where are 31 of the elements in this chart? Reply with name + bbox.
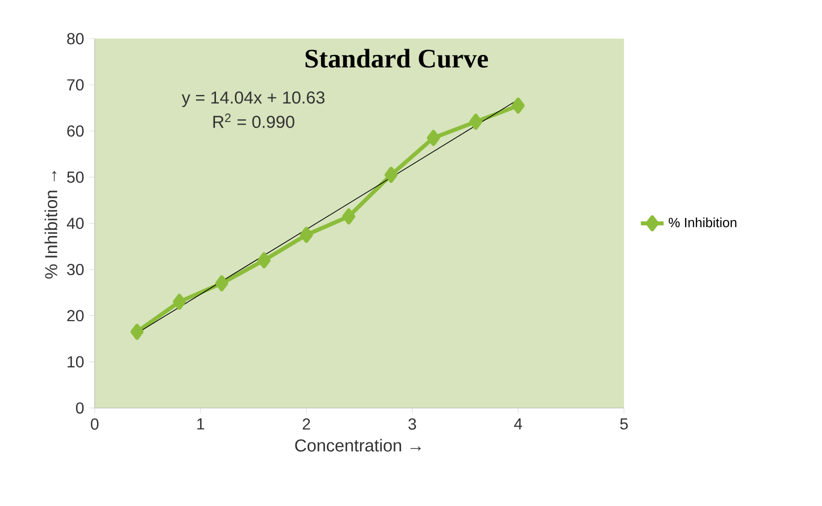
point	[215, 275, 228, 292]
x-tick-label: 1	[197, 418, 204, 430]
y-tick-label: 0	[76, 402, 84, 414]
x-tick-label: 4	[514, 418, 522, 430]
point	[172, 294, 186, 310]
point	[130, 324, 144, 340]
point	[426, 130, 440, 146]
x-tick-label: 0	[90, 418, 99, 430]
point	[512, 98, 525, 114]
y-tick-label: 20	[67, 310, 84, 322]
point	[469, 114, 482, 130]
y-tick-label: 70	[67, 79, 84, 90]
y-tick-label: 60	[67, 125, 84, 137]
point	[342, 208, 356, 224]
legend-label: % Inhibition	[668, 218, 736, 228]
point	[258, 252, 271, 268]
y-tick-label: 10	[68, 356, 84, 368]
x-tick-label: 3	[408, 418, 416, 430]
point	[384, 166, 398, 183]
annotation: R$^{2}$ = 0.990	[213, 114, 294, 128]
x-tick-label: 5	[620, 418, 628, 430]
y-tick-label: 80	[67, 33, 84, 44]
x-tick-label: 2	[302, 418, 310, 430]
y-tick-label: 30	[67, 264, 84, 276]
x-axis-title: Concentration →	[295, 438, 421, 452]
chart-title: Standard Curve	[306, 48, 488, 68]
y-tick-label: 50	[67, 172, 84, 183]
y-axis-title: % Inhibition →	[44, 171, 58, 279]
point	[300, 226, 313, 243]
y-tick-label: 40	[66, 218, 84, 229]
annotation: y = 14.04x + 10.63	[182, 91, 324, 108]
